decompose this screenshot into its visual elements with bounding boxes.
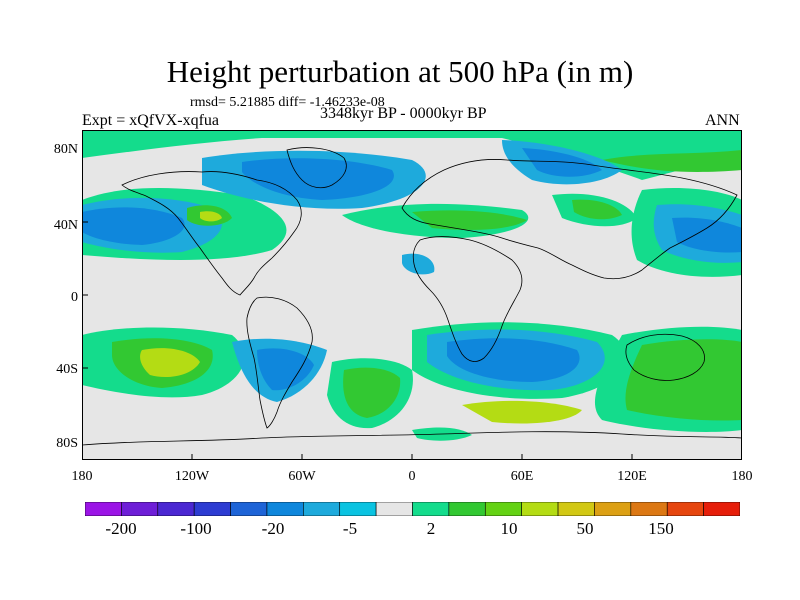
colorbar-box <box>193 502 231 516</box>
coastlines <box>82 147 742 446</box>
colorbar-box <box>703 502 740 516</box>
field-band-arctic-green <box>602 150 742 172</box>
period-label: 3348kyr BP - 0000kyr BP <box>320 105 487 122</box>
field-greenland-blue <box>242 158 394 200</box>
field-southern-ocean-dark-blue <box>447 338 580 382</box>
field-pacific-north-blue <box>82 207 185 245</box>
season-label: ANN <box>705 112 740 129</box>
colorbar-box <box>594 502 632 516</box>
lat-tick-0: 0 <box>71 290 78 305</box>
field-america-yellow-spot <box>200 211 222 222</box>
lat-tick-40s: 40S <box>56 362 78 377</box>
colorbar-box <box>85 502 122 516</box>
coast-africa <box>412 236 523 362</box>
field-south-atlantic-green <box>343 367 401 418</box>
colorbar-box <box>521 502 559 516</box>
colorbar-label-3: -20 <box>261 519 285 538</box>
coast-south-america <box>246 296 313 429</box>
plot-title: Height perturbation at 500 hPa (in m) <box>166 54 634 89</box>
field-band-arctic-teal <box>82 130 742 180</box>
colorbar-box <box>666 502 704 516</box>
field-south-america-dark-blue <box>257 348 314 391</box>
field-australia-green <box>625 339 742 421</box>
colorbar-box <box>303 502 341 516</box>
colorbar-label-1: -200 <box>105 519 137 538</box>
coast-australia <box>625 333 705 381</box>
colorbar-label-7: 50 <box>576 519 594 538</box>
lon-tick-180e: 180 <box>731 469 753 484</box>
lon-tick-60e: 60E <box>510 469 534 484</box>
colorbar-box <box>230 502 268 516</box>
field-nw-pacific-blue <box>672 217 742 253</box>
lon-tick-60w: 60W <box>288 469 316 484</box>
field-tibet-light-blue <box>402 253 435 275</box>
colorbar-label-4: -5 <box>342 519 358 538</box>
colorbar-box <box>157 502 195 516</box>
field-south-pacific-yellow <box>140 348 200 378</box>
colorbar-box <box>339 502 377 516</box>
field-antarctic-yellow <box>462 400 582 424</box>
colorbar-label-2: -100 <box>180 519 212 538</box>
colorbar-label-5: 2 <box>426 519 436 538</box>
experiment-label: Expt = xQfVX-xqfua <box>82 112 219 129</box>
lat-tick-40n: 40N <box>53 218 78 233</box>
lon-tick-0: 0 <box>408 469 416 484</box>
colorbar-box <box>484 502 522 516</box>
field-atlantic-green <box>412 210 527 230</box>
colorbar-box <box>630 502 668 516</box>
field-central-asia-green <box>572 199 622 220</box>
colorbar-box <box>448 502 486 516</box>
colorbar-box <box>266 502 304 516</box>
coast-north-america <box>121 171 302 296</box>
colorbar-box <box>121 502 159 516</box>
colorbar-box <box>557 502 595 516</box>
coast-europe-asia <box>401 159 738 280</box>
coast-antarctica <box>82 431 742 446</box>
lat-tick-80s: 80S <box>56 436 78 451</box>
stats-label: rmsd= 5.21885 diff= -1.46233e-08 <box>190 95 385 110</box>
colorbar-label-6: 10 <box>500 519 518 538</box>
lon-tick-120e: 120E <box>617 469 647 484</box>
lat-tick-80n: 80N <box>53 142 78 157</box>
map-panel <box>82 130 742 460</box>
coast-greenland <box>286 147 347 189</box>
colorbar-label-8: 150 <box>648 519 674 538</box>
colorbar-box <box>412 502 450 516</box>
colorbar-box <box>375 502 413 516</box>
lon-tick-180w: 180 <box>71 469 93 484</box>
colorbar <box>85 502 740 516</box>
map-tick-marks <box>82 221 633 460</box>
lon-tick-120w: 120W <box>174 469 210 484</box>
